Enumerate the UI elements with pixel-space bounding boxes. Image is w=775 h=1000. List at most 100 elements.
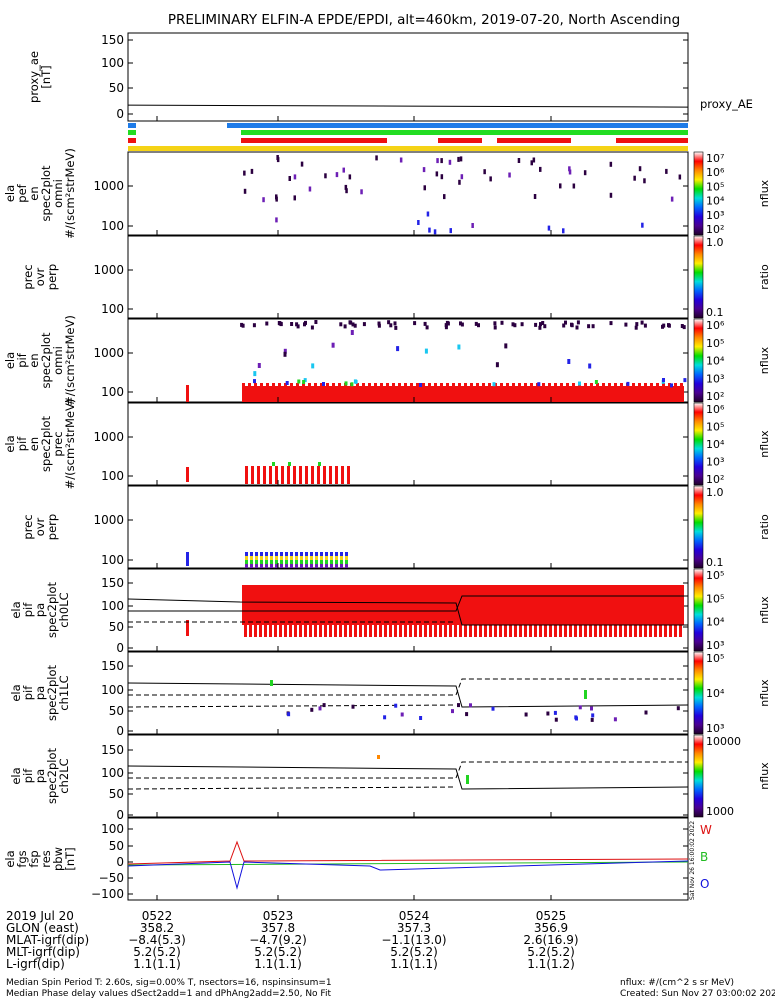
spec-pixel (278, 383, 281, 387)
spec-pixel (260, 552, 263, 556)
y-tick-label: 50 (109, 704, 124, 718)
colorbar-tick-label: 10⁴ (706, 438, 725, 451)
spec-pixel (305, 552, 308, 556)
spec-pixel (335, 466, 338, 484)
spec-pixel (320, 556, 323, 560)
y-axis-label: spec2plot (45, 747, 59, 804)
spec-pixel (464, 383, 467, 387)
spec-pixel (635, 322, 639, 327)
spec-pixel (296, 383, 299, 387)
spec-pixel (345, 552, 348, 556)
spec-pixel (604, 625, 607, 637)
spec-pixel (244, 625, 247, 637)
spec-pixel (514, 625, 517, 637)
spec-pixel (568, 169, 572, 175)
spec-pixel (572, 383, 575, 387)
spec-pixel (506, 383, 509, 387)
spec-pixel (524, 383, 527, 387)
spec-pixel (285, 552, 288, 556)
spec-pixel (393, 321, 397, 326)
spec-pixel (287, 466, 290, 484)
spec-pixel (539, 166, 542, 172)
bar-red (497, 138, 571, 143)
spec-pixel (575, 325, 579, 330)
spec-pixel (285, 556, 288, 560)
spec-pixels (253, 378, 687, 388)
spec-pixel (377, 323, 381, 328)
spec-pixel (562, 228, 565, 234)
spec-pixel (634, 325, 638, 330)
y-axis-label: omni (51, 346, 65, 375)
y-axis-label: spec2plot (39, 165, 53, 222)
spec-pixel (679, 625, 682, 637)
spec-pixel (293, 174, 297, 180)
spec-pixel (449, 228, 452, 234)
spec-pixel (294, 625, 297, 637)
spec-pixel (296, 324, 300, 329)
spec-pixel (250, 560, 253, 564)
spec-pixel (255, 560, 258, 564)
y-axis-label: pa (33, 603, 47, 617)
spec-pixel (275, 552, 278, 556)
spec-pixel (495, 362, 499, 368)
footer-created: Created: Sun Nov 27 03:00:02 2022 (620, 989, 775, 999)
spec-pixel (280, 552, 283, 556)
spec-pixel (518, 383, 521, 387)
spec-pixel (458, 383, 461, 387)
spec-pixel (547, 225, 551, 231)
spec-pixel (255, 564, 258, 568)
spec-pixel (300, 161, 304, 167)
xaxis-value: 1.1(1.1) (254, 957, 302, 971)
spec-pixel (460, 174, 464, 180)
y-tick-label: 50 (109, 620, 124, 634)
y-tick-label: −100 (91, 887, 124, 901)
panel-frame (127, 485, 689, 569)
xaxis-value: 1.1(1.2) (527, 957, 575, 971)
spec-pixel (446, 321, 450, 326)
spec-pixel (613, 717, 617, 722)
spec-pixel (305, 556, 308, 560)
colorbar (693, 485, 704, 569)
spec-pixel (290, 556, 293, 560)
spec-pixel (330, 552, 333, 556)
spec-pixel (554, 383, 557, 387)
spec-pixel (288, 462, 291, 466)
spec-pixel (360, 189, 363, 195)
y-tick-label: 0 (116, 808, 124, 822)
spec-pixel (329, 466, 332, 484)
spec-pixel (460, 322, 464, 327)
spec-pixel (359, 625, 362, 637)
spec-pixel (394, 325, 398, 330)
xaxis-row-label: GLON (east) (6, 921, 79, 935)
y-axis-label: prec (21, 514, 35, 539)
xaxis-value: −8.4(5.3) (128, 933, 186, 947)
spec-pixel (548, 383, 551, 387)
spec-pixel (534, 625, 537, 637)
colorbar-tick-label: 1.0 (706, 236, 724, 249)
spec-pixel (314, 383, 317, 387)
spec-pixel (340, 560, 343, 564)
spec-pixel (250, 564, 253, 568)
spec-pixel (422, 167, 426, 173)
spec-pixel (284, 383, 287, 387)
bar-blue-b (227, 123, 688, 128)
colorbar-label: nflux (758, 179, 771, 207)
bar-red (128, 138, 136, 143)
spec-pixel (329, 625, 332, 637)
spec-pixel (419, 716, 423, 720)
spec-pixel (345, 560, 348, 564)
spec-pixel (304, 625, 307, 637)
spec-pixel (389, 625, 392, 637)
y-tick-label: 0 (116, 724, 124, 738)
lc-line (128, 595, 688, 612)
spec-pixel (317, 466, 320, 484)
spec-pixel (304, 320, 307, 325)
spec-pixel (315, 556, 318, 560)
spec-pixel (335, 556, 338, 560)
spec-pixel (566, 383, 569, 387)
spec-pixel (394, 703, 398, 708)
panel-frame (127, 151, 689, 236)
spec-pixel (543, 324, 547, 329)
spec-pixel (413, 321, 417, 326)
